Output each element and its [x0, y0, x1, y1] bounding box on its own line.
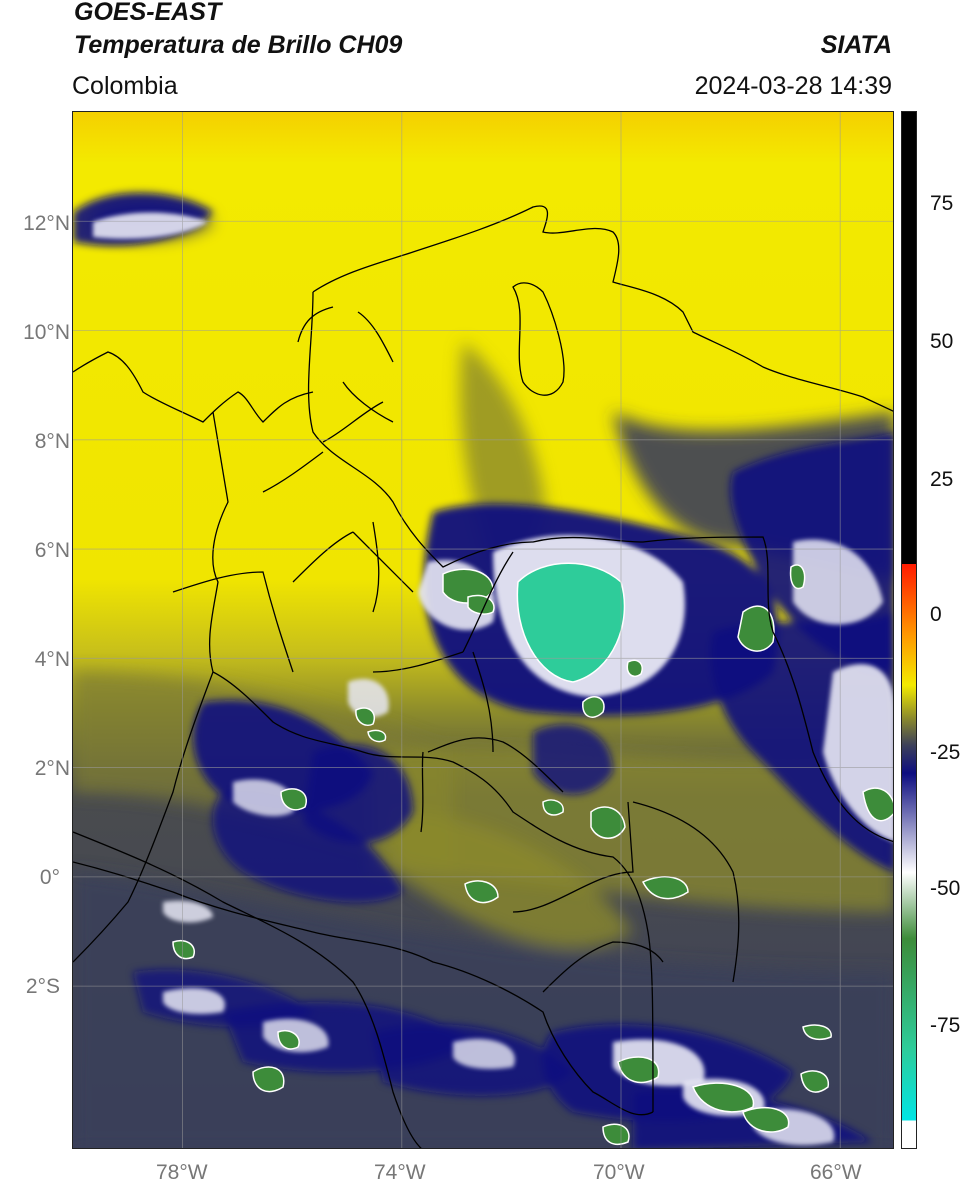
source-label: SIATA: [820, 31, 892, 59]
lat-tick-label: 2°S: [25, 975, 60, 998]
satellite-title: GOES-EAST: [74, 0, 222, 26]
colorbar-tick-label: -50: [930, 877, 961, 900]
satellite-map: [72, 111, 894, 1149]
lon-tick-label: 70°W: [593, 1161, 645, 1184]
colorbar-tick-label: -75: [930, 1014, 961, 1037]
colorbar-tick-label: 50: [930, 330, 954, 353]
colorbar-tick-label: 25: [930, 468, 954, 491]
colorbar-tick-label: 0: [930, 603, 942, 626]
timestamp-label: 2024-03-28 14:39: [694, 72, 892, 100]
lon-tick-label: 78°W: [156, 1161, 208, 1184]
colorbar-tick-label: -25: [930, 741, 961, 764]
political-borders: [73, 205, 893, 1148]
lat-tick-label: 10°N: [23, 321, 70, 344]
lat-tick-label: 2°N: [34, 757, 70, 780]
lat-tick-label: 12°N: [23, 212, 70, 235]
product-title: Temperatura de Brillo CH09: [74, 31, 403, 59]
lat-tick-label: 8°N: [34, 430, 70, 453]
lat-tick-label: 6°N: [34, 539, 70, 562]
lon-tick-label: 74°W: [374, 1161, 426, 1184]
region-label: Colombia: [72, 72, 178, 100]
brightness-temperature-map: [73, 112, 893, 1148]
temperature-colorbar: [901, 111, 917, 1149]
graticule: [73, 112, 893, 1148]
lon-tick-label: 66°W: [810, 1161, 862, 1184]
colorbar-tick-label: 75: [930, 192, 954, 215]
lat-tick-label: 0°: [39, 866, 60, 889]
coldest-cloud-tops: [172, 562, 893, 1146]
lat-tick-label: 4°N: [34, 648, 70, 671]
